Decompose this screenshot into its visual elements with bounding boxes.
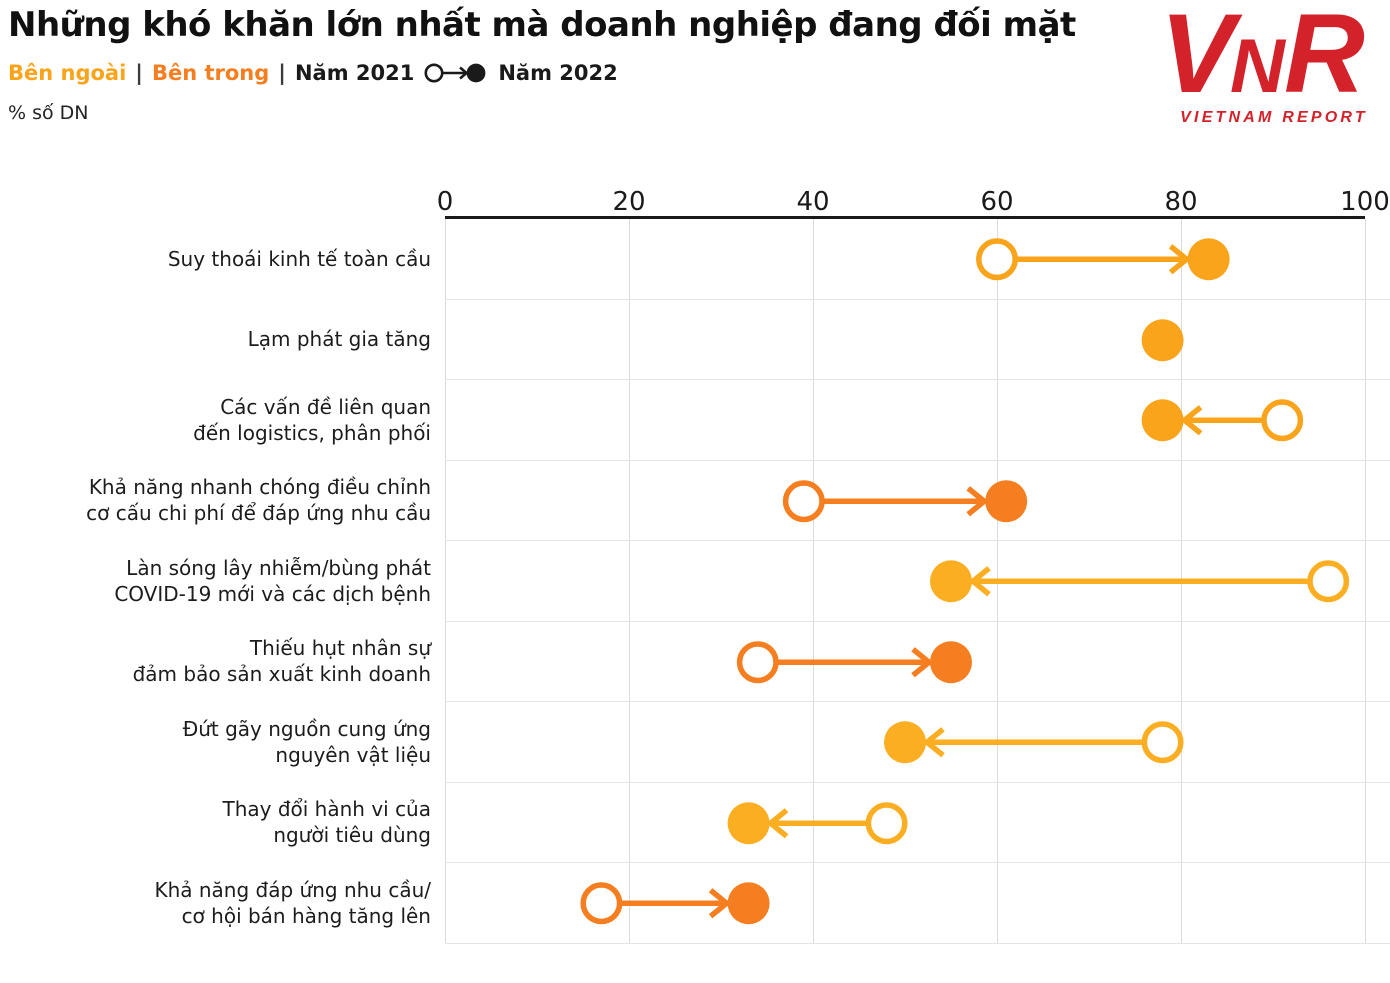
x-axis-tick: 20 (612, 187, 646, 217)
chart-row: Thiếu hụt nhân sự đảm bảo sản xuất kinh … (133, 622, 1390, 702)
dumbbell (976, 238, 1230, 281)
x-axis-tick: 60 (980, 187, 1014, 217)
circle-2021 (736, 640, 779, 683)
chart-row: Các vấn đề liên quan đến logistics, phân… (193, 380, 1390, 461)
arrow-head (1180, 405, 1203, 436)
dumbbell-chart: 0 20 40 60 80 100 Suy thoái kinh tế toàn cầu Lạ… (0, 188, 1390, 948)
dumbbell (1141, 399, 1304, 442)
dumbbell (736, 640, 972, 683)
logo-letter-r: R (1284, 2, 1365, 116)
circle-2022 (985, 479, 1028, 522)
circle-2022 (884, 721, 926, 764)
chart-rows: Suy thoái kinh tế toàn cầu Lạm phát gia t… (0, 219, 1390, 944)
circle-2022 (1141, 318, 1184, 361)
page-title: Những khó khăn lớn nhất mà doanh nghiệp … (8, 5, 1076, 45)
circle-2022 (727, 801, 770, 844)
dumbbell (782, 479, 1028, 522)
circle-2021 (865, 801, 908, 844)
dumbbell (580, 882, 770, 925)
chart-row: Suy thoái kinh tế toàn cầu (168, 219, 1390, 300)
arrow-head (911, 646, 934, 677)
vertical-gridline (444, 219, 446, 944)
vertical-gridline (812, 219, 814, 944)
dumbbell (727, 801, 908, 844)
x-axis-tick: 100 (1340, 187, 1390, 217)
arrow-head (922, 727, 945, 758)
dumbbell (884, 721, 1184, 764)
row-label: Lạm phát gia tăng (247, 327, 431, 352)
chart-row: Đứt gãy nguồn cung ứng nguyên vật liệu (183, 702, 1390, 783)
arrow-head (966, 485, 989, 516)
row-label: Suy thoái kinh tế toàn cầu (167, 246, 431, 271)
unit-label: % số DN (8, 102, 89, 124)
circle-2022 (1187, 238, 1230, 281)
row-label: Làn sóng lây nhiễm/bùng phát COVID-19 mớ… (114, 555, 431, 606)
vnr-logo-icon: V N R VIETNAM REPORT (1160, 0, 1368, 126)
legend-year-2022-label: Năm 2022 (498, 61, 618, 85)
vnr-logo: V N R VIETNAM REPORT (1152, 0, 1384, 132)
circle-2021 (1261, 399, 1304, 442)
vertical-gridline (628, 219, 630, 944)
chart-row: Làn sóng lây nhiễm/bùng phát COVID-19 mớ… (114, 541, 1390, 622)
legend-separator: | (135, 61, 143, 85)
legend-external-label: Bên ngoài (8, 61, 127, 85)
circle-2021 (782, 479, 825, 522)
circle-2021 (1307, 560, 1350, 603)
x-axis-tick: 40 (796, 187, 830, 217)
circle-2022 (930, 640, 972, 683)
dumbbell (930, 560, 1350, 603)
logo-letter-n: N (1230, 24, 1287, 109)
logo-subtitle: VIETNAM REPORT (1180, 109, 1368, 126)
circle-2022 (727, 882, 770, 925)
circle-2022 (930, 560, 972, 603)
x-axis-tick: 0 (436, 187, 454, 217)
circle-2021 (580, 882, 623, 925)
row-label: Khả năng nhanh chóng điều chỉnh cơ cấu c… (86, 475, 431, 526)
circle-2022 (1141, 399, 1184, 442)
circle-2021 (976, 238, 1018, 281)
arrow-head (766, 807, 789, 838)
dumbbell (1141, 318, 1184, 361)
arrow-head (708, 888, 731, 919)
logo-letter-v: V (1160, 2, 1243, 116)
chart-row: Thay đổi hành vi của người tiêu dùng (222, 783, 1390, 863)
row-label: Đứt gãy nguồn cung ứng nguyên vật liệu (182, 716, 431, 767)
row-label: Khả năng đáp ứng nhu cầu/ cơ hội bán hàn… (154, 877, 431, 928)
row-label: Các vấn đề liên quan đến logistics, phân… (193, 394, 431, 445)
chart-row: Lạm phát gia tăng (248, 300, 1390, 380)
legend-internal-label: Bên trong (151, 61, 270, 85)
chart-row: Khả năng đáp ứng nhu cầu/ cơ hội bán hàn… (154, 863, 1390, 944)
legend-year-2021-label: Năm 2021 (294, 61, 415, 85)
x-axis-tick: 80 (1164, 187, 1198, 217)
circle-2021 (1141, 721, 1184, 764)
year-arrow-icon (424, 63, 486, 83)
row-label: Thay đổi hành vi của người tiêu dùng (222, 797, 431, 848)
vertical-gridline (1364, 219, 1366, 944)
chart-row: Khả năng nhanh chóng điều chỉnh cơ cấu c… (86, 461, 1390, 541)
arrow-head (968, 566, 991, 597)
legend: Bên ngoài | Bên trong | Năm 2021 Năm 202… (8, 60, 618, 86)
row-label: Thiếu hụt nhân sự đảm bảo sản xuất kinh … (132, 636, 431, 687)
arrow-head (1168, 244, 1191, 275)
x-axis-line (445, 216, 1365, 219)
legend-separator: | (278, 61, 286, 85)
